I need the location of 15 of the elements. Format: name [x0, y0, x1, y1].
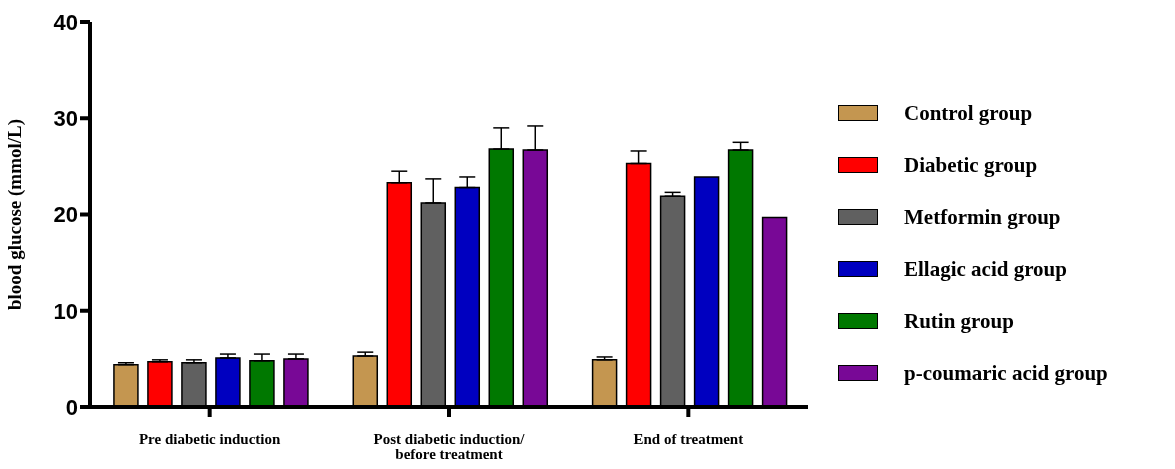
legend-label: Diabetic group	[904, 152, 1038, 178]
x-tick-label: Pre diabetic induction	[138, 430, 282, 447]
legend-label: Control group	[904, 100, 1033, 126]
x-tick-label: End of treatment	[633, 430, 744, 447]
legend-label: Ellagic acid group	[904, 256, 1067, 282]
y-tick-label: 40	[53, 9, 78, 35]
x-tick-label: Post diabetic induction/ before treatment	[373, 430, 526, 462]
legend-label: Metformin group	[904, 204, 1061, 230]
y-tick-label: 10	[53, 298, 78, 324]
y-tick-label: 30	[53, 106, 78, 132]
y-tick-label: 0	[65, 394, 78, 420]
legend-label: Rutin group	[904, 308, 1014, 334]
y-tick-label: 20	[53, 202, 78, 228]
y-axis-title: blood glucose (mmol/L)	[3, 118, 26, 311]
legend-label: p-coumaric acid group	[904, 360, 1108, 386]
